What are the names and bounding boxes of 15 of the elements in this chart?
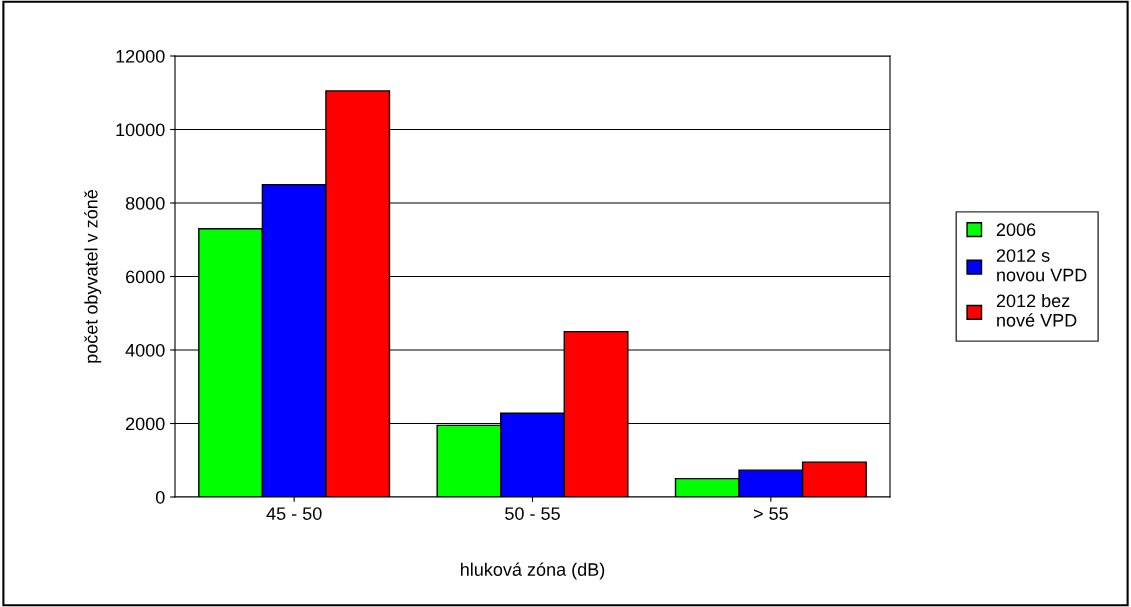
x-tick-label: 50 - 55	[505, 507, 560, 520]
legend-label: 2012 bez nové VPD	[996, 293, 1077, 327]
y-tick-label: 10000	[116, 123, 165, 137]
legend-label: 2006	[996, 223, 1036, 237]
x-axis-title: hluková zóna (dB)	[460, 562, 605, 580]
y-tick-label: 0	[155, 490, 165, 504]
legend-label: 2012 s novou VPD	[996, 249, 1087, 282]
y-tick-label: 6000	[126, 270, 165, 284]
y-tick-label: 12000	[116, 49, 165, 63]
x-tick-label: > 55	[753, 507, 788, 520]
y-tick-label: 4000	[125, 343, 165, 357]
y-tick-label: 2000	[126, 417, 165, 431]
y-tick-label: 8000	[125, 196, 165, 210]
x-tick-label: 45 - 50	[266, 507, 322, 520]
y-axis-title: počet obyvatel v zóně	[84, 189, 102, 363]
